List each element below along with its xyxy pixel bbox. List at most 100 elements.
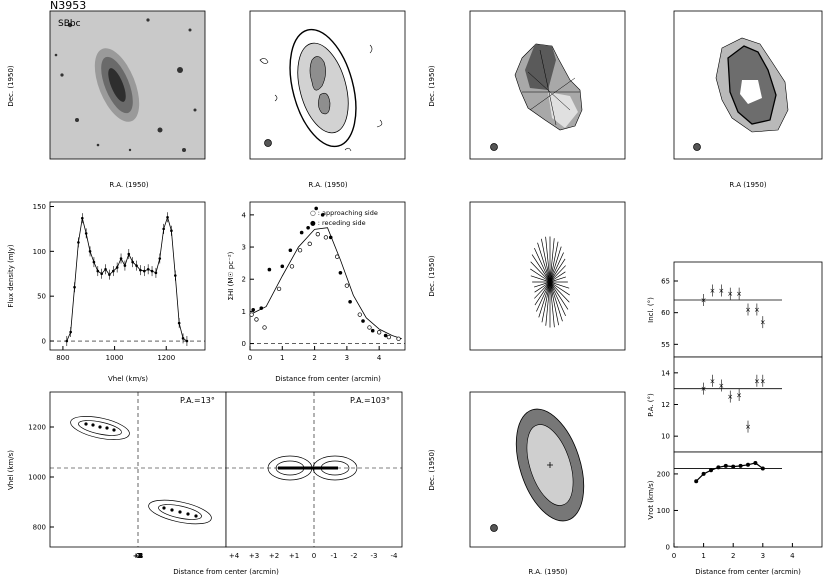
flux-point — [135, 264, 138, 267]
vector-spoke — [549, 276, 567, 283]
sd-approaching-point — [307, 241, 312, 246]
rot-xtick-label: 4 — [790, 552, 795, 560]
sd-receding-point — [383, 333, 388, 338]
rot-point: × — [710, 377, 716, 385]
vector-spoke — [549, 238, 555, 283]
pv-ytick-label: 1000 — [28, 474, 46, 482]
vector-spoke — [549, 281, 563, 322]
rot-point: × — [727, 290, 733, 298]
flux-point — [146, 267, 150, 271]
sd-receding-point — [267, 267, 272, 272]
vector-spoke — [530, 275, 551, 283]
sd-receding-point — [280, 264, 285, 269]
rot-ytick-label: 12 — [661, 401, 670, 409]
flux-profile-line — [65, 212, 189, 347]
sd-xlabel: Distance from center (arcmin) — [275, 375, 381, 383]
vrot-point — [709, 468, 713, 473]
vector-spoke — [549, 281, 570, 296]
flux-point — [65, 339, 69, 343]
pv-left-xtick-label: -4 — [135, 552, 143, 560]
rot-ytick-label: 100 — [657, 507, 670, 515]
flux-point — [123, 264, 127, 267]
hi-contour-panel: R.A. (1950) — [249, 10, 406, 189]
flux-point — [69, 330, 72, 334]
sd-xtick-label: 4 — [377, 354, 382, 362]
vrot-point — [723, 463, 728, 468]
ra-axis-label: R.A. (1950) — [109, 181, 149, 189]
ra-axis-label-10: R.A. (1950) — [528, 568, 568, 576]
flux-point — [158, 257, 162, 260]
vrot-point — [760, 466, 765, 471]
rot-xtick-label: 3 — [761, 552, 765, 560]
vrot-curve — [695, 462, 764, 482]
sd-receding-point — [338, 270, 343, 275]
pv-xlabel: Distance from center (arcmin) — [173, 568, 279, 576]
pv-left-xtick-label: +1 — [133, 552, 143, 560]
rot-xtick-label: 2 — [731, 552, 735, 560]
galaxy-image — [94, 48, 140, 122]
pa-frame — [673, 356, 823, 453]
rot-xtick-label: 0 — [672, 552, 676, 560]
sd-approaching-point — [262, 325, 267, 330]
flux-point — [162, 227, 165, 231]
pv-right-xtick-label: +1 — [289, 552, 299, 560]
morph-type: SBbc — [58, 19, 81, 29]
vrot-frame — [673, 451, 823, 548]
galaxy-name: N3953 — [50, 0, 86, 12]
sd-approaching-point — [344, 283, 350, 288]
pv-ylabel: Vhel (km/s) — [7, 450, 15, 490]
flux-point — [119, 257, 123, 260]
flux-point — [154, 271, 158, 275]
beam-icon-4 — [693, 143, 701, 151]
vector-spoke — [549, 265, 566, 283]
vector-spoke — [530, 268, 551, 283]
sd-receding-point — [370, 328, 375, 333]
flux-point — [108, 273, 111, 276]
vector-spoke — [536, 281, 551, 312]
legend-receding: ● : receding side — [310, 219, 366, 227]
pv-right-xtick-label: -1 — [331, 552, 338, 560]
pv-left-xtick-label: -1 — [135, 552, 142, 560]
flux-point — [104, 267, 107, 271]
vector-spoke — [549, 281, 559, 326]
rot-point: × — [701, 385, 707, 393]
rot-point: × — [736, 392, 742, 400]
vector-spoke — [549, 281, 570, 289]
vector-spoke — [530, 261, 551, 283]
sd-approaching-point — [276, 286, 282, 292]
sd-approaching-point — [335, 254, 340, 259]
vector-spoke — [534, 281, 551, 293]
pv-right-xtick-label: -2 — [351, 552, 358, 560]
vector-spoke — [549, 246, 562, 283]
ra-axis-label-2: R.A. (1950) — [308, 181, 348, 189]
vector-spoke — [549, 258, 566, 283]
pv-ytick-label: 800 — [33, 524, 46, 532]
vector-spoke — [537, 242, 551, 283]
sd-receding-point — [259, 306, 264, 310]
pv-left-xtick-label: +3 — [133, 552, 143, 560]
pv-right-xtick-label: +4 — [229, 552, 240, 560]
sd-ylabel: ΣHI (M☉ pc⁻²) — [227, 251, 235, 300]
flux-ytick-label: 50 — [37, 293, 46, 301]
background-stars — [54, 18, 197, 152]
sd-ytick-label: 4 — [242, 211, 247, 219]
flux-point — [131, 260, 134, 264]
flux-point — [170, 229, 173, 233]
vector-spoke — [549, 281, 569, 310]
sd-approaching-point — [377, 330, 382, 335]
vector-spoke — [534, 247, 551, 283]
sd-approaching-point — [289, 264, 295, 269]
beam-icon — [264, 139, 272, 147]
rot-point: × — [760, 377, 766, 385]
vrot-point — [701, 471, 706, 476]
flux-point — [73, 285, 76, 289]
dec-axis-label-7: Dec. (1950) — [428, 255, 436, 297]
flux-point — [84, 232, 88, 235]
vrot-point — [746, 462, 750, 467]
vector-spoke — [545, 236, 551, 283]
hi-distribution-panel: R.A. (1950) Dec. (1950) — [428, 391, 626, 576]
sd-approaching-point — [396, 336, 401, 341]
flux-point — [115, 266, 119, 269]
